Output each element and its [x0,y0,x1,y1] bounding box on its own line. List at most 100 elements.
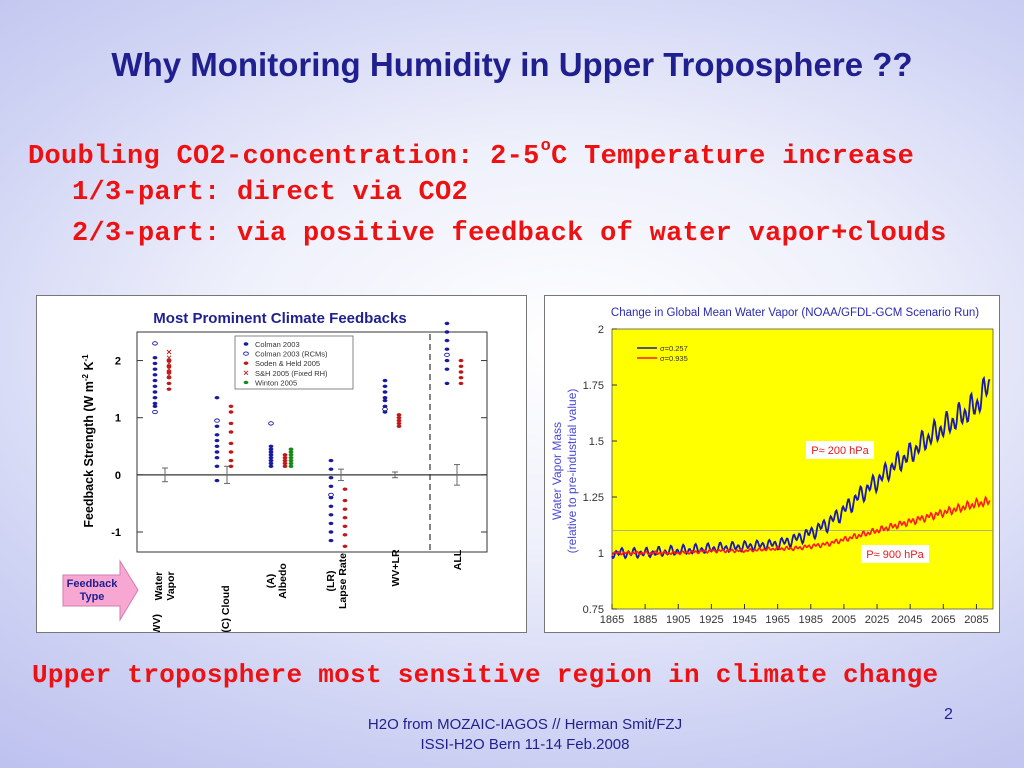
data-point [328,521,334,526]
data-point [342,516,348,520]
y-tick-label: 1 [598,548,604,560]
data-point [444,367,450,371]
data-point [328,538,334,543]
data-point [268,458,274,463]
y-tick-label: 2 [115,356,121,368]
data-point [152,390,158,394]
data-point [214,418,220,423]
error-bar [454,464,460,486]
legend-marker [243,351,249,356]
data-point [282,456,288,460]
data-point [282,458,288,463]
data-point [152,401,158,406]
data-point [282,453,288,457]
x-tick-label: 2025 [865,614,889,626]
data-point [214,464,220,468]
error-bar [162,467,168,483]
data-point [166,381,172,386]
headline-text-pre: Doubling CO2-concentration: 2-5 [28,142,540,172]
data-point [228,430,234,434]
data-point [166,361,172,366]
data-point [214,444,220,448]
data-point [166,355,172,361]
feedbacks-chart-panel: Most Prominent Climate Feedbacks 2 1 0 -1 C… [36,295,527,638]
category-label: WV+LR [390,549,402,586]
data-point [328,476,334,480]
legend-label-1: σ=0.935 [660,354,688,363]
data-point [328,458,334,463]
data-point [214,438,220,443]
data-point [396,416,402,420]
category-label: (WV) [151,614,163,632]
data-point [444,381,450,386]
data-point [342,524,348,528]
y-tick-label: 1 [115,413,121,425]
data-point [444,321,450,326]
annotation-200hpa: P≈ 200 hPa [811,445,869,457]
data-point [342,498,348,503]
data-point [382,398,388,403]
data-point [152,396,158,400]
data-point [328,513,334,517]
feedbacks-chart-title: Most Prominent Climate Feedbacks [153,310,406,327]
water-vapor-chart-title: Change in Global Mean Water Vapor (NOAA/… [611,307,979,319]
y-tick-label: 1.5 [589,436,604,448]
data-point [268,447,274,451]
data-point [268,464,274,468]
data-point [214,478,220,483]
data-point [228,421,234,426]
category-label: Water [153,572,165,601]
data-point [228,404,234,408]
annotation-900hpa: P≈ 900 hPa [866,549,924,561]
legend-label: Soden & Held 2005 [255,359,320,368]
water-vapor-plot-area [611,328,994,610]
bullet-direct-co2: 1/3-part: direct via CO2 [72,178,469,208]
data-point [268,450,274,454]
data-point [342,544,348,548]
error-bar [392,471,398,479]
legend-label: Colman 2003 [255,340,300,349]
feedbacks-y-label: Feedback Strength (W m-2 K-1 [81,354,96,528]
water-vapor-y-label-2: (relative to pre-industrial value) [565,389,579,554]
data-point [228,441,234,446]
x-tick-label: 1945 [732,614,756,626]
data-point [152,373,158,377]
data-point [342,507,348,511]
data-point [396,413,402,417]
page-number: 2 [944,706,953,723]
data-point [288,447,294,451]
x-tick-label: 1985 [799,614,823,626]
y-tick-label: 2 [598,324,604,336]
data-point [444,330,450,334]
data-point [288,456,294,460]
data-point [382,378,388,383]
data-point [396,421,402,426]
feedbacks-plot-frame [136,331,488,553]
series-900hpa-line [611,495,991,556]
data-point [166,364,172,368]
error-bar [338,468,344,482]
series-200hpa-line [611,375,991,560]
data-point [288,464,294,468]
bullet-feedback: 2/3-part: via positive feedback of water… [72,219,947,249]
data-point [382,406,388,412]
x-tick-label: 1885 [633,614,657,626]
data-point [282,461,288,466]
data-point [458,370,464,374]
data-point [328,504,334,508]
water-vapor-y-label: Water Vapor Mass [550,422,564,520]
x-tick-label: 1865 [600,614,624,626]
data-point [152,409,158,415]
x-ticks: 1865 1885 1905 1925 1945 1965 1985 2005 2025 2045… [600,604,989,626]
y-tick-label: -1 [111,527,121,539]
feedbacks-legend [234,335,354,390]
data-point [444,352,450,358]
data-point [166,358,172,363]
feedback-type-arrow [62,559,139,622]
data-point [458,364,464,368]
category-label: (C) Cloud [220,585,232,632]
y-tick-label: 1.25 [583,492,604,504]
degree-superscript: o [540,137,552,156]
data-point [382,396,388,400]
error-bars [162,464,460,486]
